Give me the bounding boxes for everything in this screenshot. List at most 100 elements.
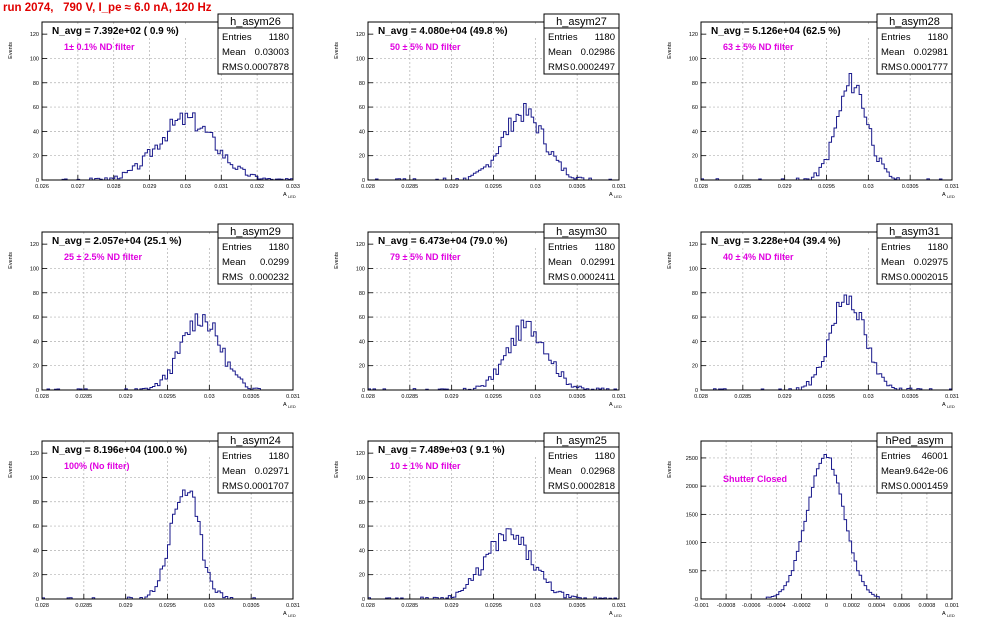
stats-value: 46001 [922, 451, 948, 462]
plot-frame [367, 231, 620, 391]
x-tick-label: 0.033 [286, 184, 300, 190]
x-tick-label: 0.027 [71, 184, 85, 190]
plot-frame [41, 231, 294, 391]
y-tick-label: 40 [692, 339, 698, 345]
stats-value: 1180 [928, 32, 948, 43]
x-tick-label: 0.0295 [485, 184, 502, 190]
y-tick-label: 20 [33, 154, 39, 160]
filter-annotation: 1± 0.1% ND filter [64, 42, 135, 52]
stats-box [217, 13, 294, 75]
navg-box [707, 234, 877, 246]
filter-annotation: 63 ± 5% ND filter [723, 42, 794, 52]
y-tick-label: 20 [359, 154, 365, 160]
stats-key: Mean [548, 257, 572, 268]
y-tick-label: 40 [33, 129, 39, 135]
y-tick-label: 60 [33, 105, 39, 111]
x-tick-label: 0.029 [445, 184, 459, 190]
y-tick-label: 60 [359, 105, 365, 111]
x-tick-label: 0.0285 [75, 603, 92, 609]
x-tick-label: 0.028 [107, 184, 121, 190]
x-axis-subtitle: LED [614, 613, 622, 618]
x-tick-label: 0.031 [286, 394, 300, 400]
x-tick-label: 0.032 [250, 184, 264, 190]
y-tick-label: 120 [689, 32, 698, 38]
x-tick-label: 0.03 [204, 603, 215, 609]
x-tick-label: -0.0006 [742, 603, 761, 609]
y-tick-label: 20 [33, 364, 39, 370]
histogram-panel-h_asym26: 0.026 0.027 0.028 0.029 0.03 0.031 0.032 0.033 0… [8, 13, 300, 199]
stats-value: 0.02971 [255, 466, 289, 477]
stats-key: Entries [548, 451, 578, 462]
navg-label: N_avg = 7.489e+03 ( 9.1 %) [378, 445, 505, 456]
x-axis-title: A [942, 611, 946, 617]
x-axis-subtitle: LED [288, 404, 296, 409]
y-tick-label: 2500 [686, 456, 698, 462]
x-tick-label: 0.029 [445, 603, 459, 609]
y-tick-label: 40 [33, 548, 39, 554]
x-axis-title: A [609, 402, 613, 408]
x-tick-label: 0.031 [214, 184, 228, 190]
filter-annotation: 40 ± 4% ND filter [723, 252, 794, 262]
navg-box [48, 234, 218, 246]
y-tick-label: 80 [692, 81, 698, 87]
filter-annotation: Shutter Closed [723, 474, 787, 484]
y-tick-label: 100 [30, 56, 39, 62]
stats-value: 0.02968 [581, 466, 615, 477]
x-tick-label: -0.001 [693, 603, 709, 609]
histogram-name: hPed_asym [885, 435, 943, 447]
y-axis-title: Events [667, 42, 673, 59]
x-axis-title: A [942, 192, 946, 198]
stats-key: Entries [881, 32, 911, 43]
stats-key: Entries [881, 451, 911, 462]
x-tick-label: 0.029 [778, 394, 792, 400]
x-tick-label: 0.03 [863, 394, 874, 400]
filter-annotation: 79 ± 5% ND filter [390, 252, 461, 262]
y-tick-label: 100 [30, 266, 39, 272]
x-tick-label: 0.0295 [818, 184, 835, 190]
y-tick-label: 0 [36, 388, 39, 394]
stats-value: 0.03003 [255, 47, 289, 58]
x-tick-label: 0.03 [204, 394, 215, 400]
histogram-panel-h_asym30: 0.028 0.0285 0.029 0.0295 0.03 0.0305 0.031 0 20… [334, 223, 626, 409]
stats-value: 0.02975 [914, 257, 948, 268]
y-tick-label: 60 [33, 315, 39, 321]
x-tick-label: 0.0285 [401, 394, 418, 400]
x-axis-title: A [283, 611, 287, 617]
x-tick-label: 0.0006 [893, 603, 910, 609]
x-tick-label: 0.001 [945, 603, 959, 609]
stats-box [876, 223, 953, 285]
y-tick-label: 0 [362, 597, 365, 603]
x-axis-title: A [283, 192, 287, 198]
plot-frame [700, 21, 953, 181]
y-tick-label: 0 [695, 597, 698, 603]
x-tick-label: 0.031 [945, 394, 959, 400]
y-tick-label: 60 [692, 105, 698, 111]
y-tick-label: 80 [33, 500, 39, 506]
histogram-panel-h_asym24: 0.028 0.0285 0.029 0.0295 0.03 0.0305 0.031 0 20… [8, 432, 300, 618]
plot-frame [367, 21, 620, 181]
y-tick-label: 20 [359, 364, 365, 370]
stats-value: 0.000232 [249, 272, 289, 283]
stats-key: Mean [548, 466, 572, 477]
filter-annotation: 50 ± 5% ND filter [390, 42, 461, 52]
histogram-name: h_asym28 [889, 16, 940, 28]
histogram-name: h_asym25 [556, 435, 607, 447]
stats-key: RMS [222, 272, 243, 283]
navg-box [374, 443, 544, 455]
histogram-line [367, 319, 619, 391]
y-tick-label: 100 [356, 475, 365, 481]
x-axis-title: A [609, 192, 613, 198]
x-tick-label: -0.0008 [717, 603, 736, 609]
y-tick-label: 60 [692, 315, 698, 321]
y-tick-label: 40 [33, 339, 39, 345]
x-tick-label: 0.028 [361, 603, 375, 609]
x-tick-label: 0.0305 [569, 394, 586, 400]
x-tick-label: 0.028 [35, 603, 49, 609]
stats-key: Mean [548, 47, 572, 58]
y-tick-label: 20 [359, 573, 365, 579]
stats-value: 1180 [595, 32, 615, 43]
stats-key: RMS [548, 272, 569, 283]
y-axis-title: Events [667, 461, 673, 478]
x-tick-label: 0.0295 [159, 394, 176, 400]
x-tick-label: 0.03 [180, 184, 191, 190]
